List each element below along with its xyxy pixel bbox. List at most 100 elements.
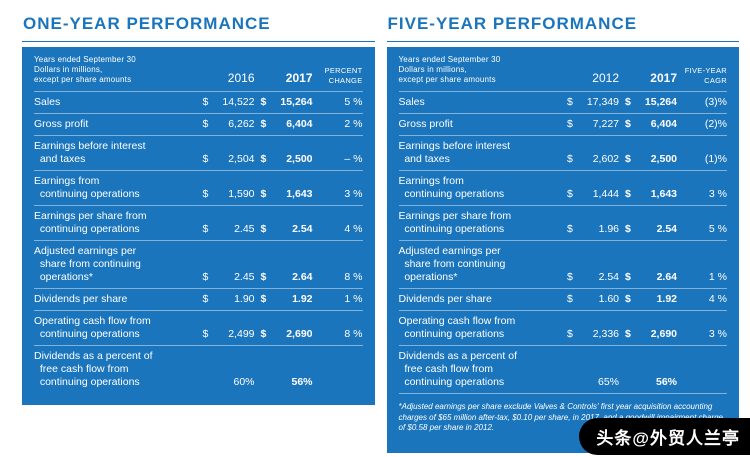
currency-symbol: $ (625, 96, 631, 108)
percent-change-value: – % (344, 153, 363, 165)
value-year-2: $2,690 (261, 328, 313, 341)
amount: 1,643 (650, 188, 677, 200)
row-label: Dividends per share (398, 293, 492, 305)
column-header-year-2017: 2017 (650, 71, 677, 85)
amount: 15,264 (280, 96, 313, 108)
value-year-2: $6,404 (625, 118, 677, 131)
table-rows: Sales $17,349 $15,264 (3)% Gross profit (398, 91, 727, 393)
currency-symbol: $ (260, 118, 267, 130)
value-year-1: $2,336 (567, 328, 619, 341)
table-row: Earnings per share from continuing opera… (398, 205, 727, 240)
value-year-1: $7,227 (567, 118, 619, 131)
currency-symbol: $ (567, 293, 573, 305)
amount: 2,602 (592, 153, 619, 165)
value-year-2: $2,500 (625, 153, 677, 166)
table-row: Adjusted earnings per share from continu… (398, 240, 727, 288)
currency-symbol: $ (202, 328, 209, 340)
value-year-2: $2.54 (625, 223, 677, 236)
table-row: Gross profit $7,227 $6,404 (2)% (398, 113, 727, 135)
percent-change-value: 1 % (708, 271, 727, 283)
value-year-1: $1.96 (567, 223, 619, 236)
value-year-2: $2,500 (261, 153, 313, 166)
amount: 2,500 (286, 153, 313, 165)
table-header: Years ended September 30 Dollars in mill… (399, 55, 728, 91)
value-year-1: $1,590 (203, 188, 255, 201)
table-row: Dividends as a percent of free cash flow… (34, 345, 363, 393)
row-label: Earnings per share from continuing opera… (34, 210, 147, 235)
currency-symbol: $ (260, 96, 267, 108)
percent-change-value: 2 % (344, 118, 363, 130)
value-year-1: $17,349 (567, 96, 619, 109)
value-year-2: $6,404 (261, 118, 313, 131)
row-label: Operating cash flow from continuing oper… (398, 315, 516, 340)
currency-symbol: $ (202, 188, 209, 200)
amount: 1,643 (286, 188, 313, 200)
value-year-1: $14,522 (203, 96, 255, 109)
percent-change-value: 4 % (708, 293, 727, 305)
five-year-performance-panel: FIVE-YEAR PERFORMANCE Years ended Septem… (386, 12, 739, 453)
value-year-1: $2.45 (203, 271, 255, 284)
table-row: Dividends per share $1.90 $1.92 1 % (34, 288, 363, 310)
table-row: Earnings per share from continuing opera… (34, 205, 363, 240)
currency-symbol: $ (625, 188, 631, 200)
amount: 2,499 (228, 328, 255, 340)
table-rows: Sales $14,522 $15,264 5 % Gross profit (34, 91, 363, 393)
value-year-1: $1.90 (203, 293, 255, 306)
row-label: Earnings from continuing operations (34, 175, 140, 200)
currency-symbol: $ (625, 153, 631, 165)
amount: 15,264 (644, 96, 677, 108)
percent-change-value: (1)% (704, 153, 727, 165)
watermark-badge: 头条@外贸人兰亭 (579, 418, 750, 455)
currency-symbol: $ (567, 328, 573, 340)
row-label: Sales (34, 96, 61, 108)
currency-symbol: $ (625, 118, 631, 130)
column-header-year-2016: 2016 (227, 71, 255, 85)
table-row: Earnings from continuing operations $1,4… (398, 170, 727, 205)
percent-change-value: 4 % (344, 223, 363, 235)
currency-symbol: $ (202, 293, 209, 305)
row-label: Sales (398, 96, 425, 108)
row-label: Dividends per share (34, 293, 128, 305)
one-year-table: Years ended September 30 Dollars in mill… (22, 47, 375, 405)
percent-change-value: 8 % (344, 271, 363, 283)
currency-symbol: $ (260, 153, 267, 165)
value-year-2: $15,264 (625, 96, 677, 109)
value-year-2: $2.64 (261, 271, 313, 284)
value-year-2: $1.92 (625, 293, 677, 306)
currency-symbol: $ (260, 328, 267, 340)
currency-symbol: $ (567, 223, 573, 235)
row-label: Earnings before interest and taxes (34, 140, 146, 165)
percent-change-value: 8 % (344, 328, 363, 340)
amount: 2,336 (592, 328, 619, 340)
row-label: Dividends as a percent of free cash flow… (34, 350, 153, 388)
amount: 2,504 (228, 153, 255, 165)
row-label: Earnings before interest and taxes (398, 140, 510, 165)
table-row: Sales $14,522 $15,264 5 % (34, 91, 363, 113)
currency-symbol: $ (625, 328, 631, 340)
amount: 2.45 (234, 223, 255, 235)
currency-symbol: $ (202, 271, 209, 283)
percent-change-value: 3 % (708, 328, 727, 340)
percent-change-value: 3 % (708, 188, 727, 200)
five-year-table: Years ended September 30 Dollars in mill… (386, 47, 739, 453)
value-year-2: $2.64 (625, 271, 677, 284)
currency-symbol: $ (625, 293, 631, 305)
panel-title-one-year: ONE-YEAR PERFORMANCE (22, 12, 375, 42)
amount: 17,349 (586, 96, 619, 108)
amount: 60% (233, 376, 255, 388)
percent-change-value: (3)% (704, 96, 727, 108)
amount: 56% (655, 376, 677, 388)
value-year-1: $1,444 (567, 188, 619, 201)
amount: 1.96 (598, 223, 619, 235)
row-label: Operating cash flow from continuing oper… (34, 315, 151, 340)
table-row: Sales $17,349 $15,264 (3)% (398, 91, 727, 113)
table-row: Operating cash flow from continuing oper… (34, 310, 363, 345)
row-label: Earnings per share from continuing opera… (398, 210, 512, 235)
value-year-2: 56% (261, 376, 312, 389)
currency-symbol: $ (260, 293, 267, 305)
value-year-1: 60% (203, 376, 255, 389)
value-year-2: $15,264 (261, 96, 313, 109)
table-note: Years ended September 30 Dollars in mill… (398, 55, 501, 84)
value-year-1: $2,499 (203, 328, 255, 341)
value-year-2: $1,643 (625, 188, 677, 201)
